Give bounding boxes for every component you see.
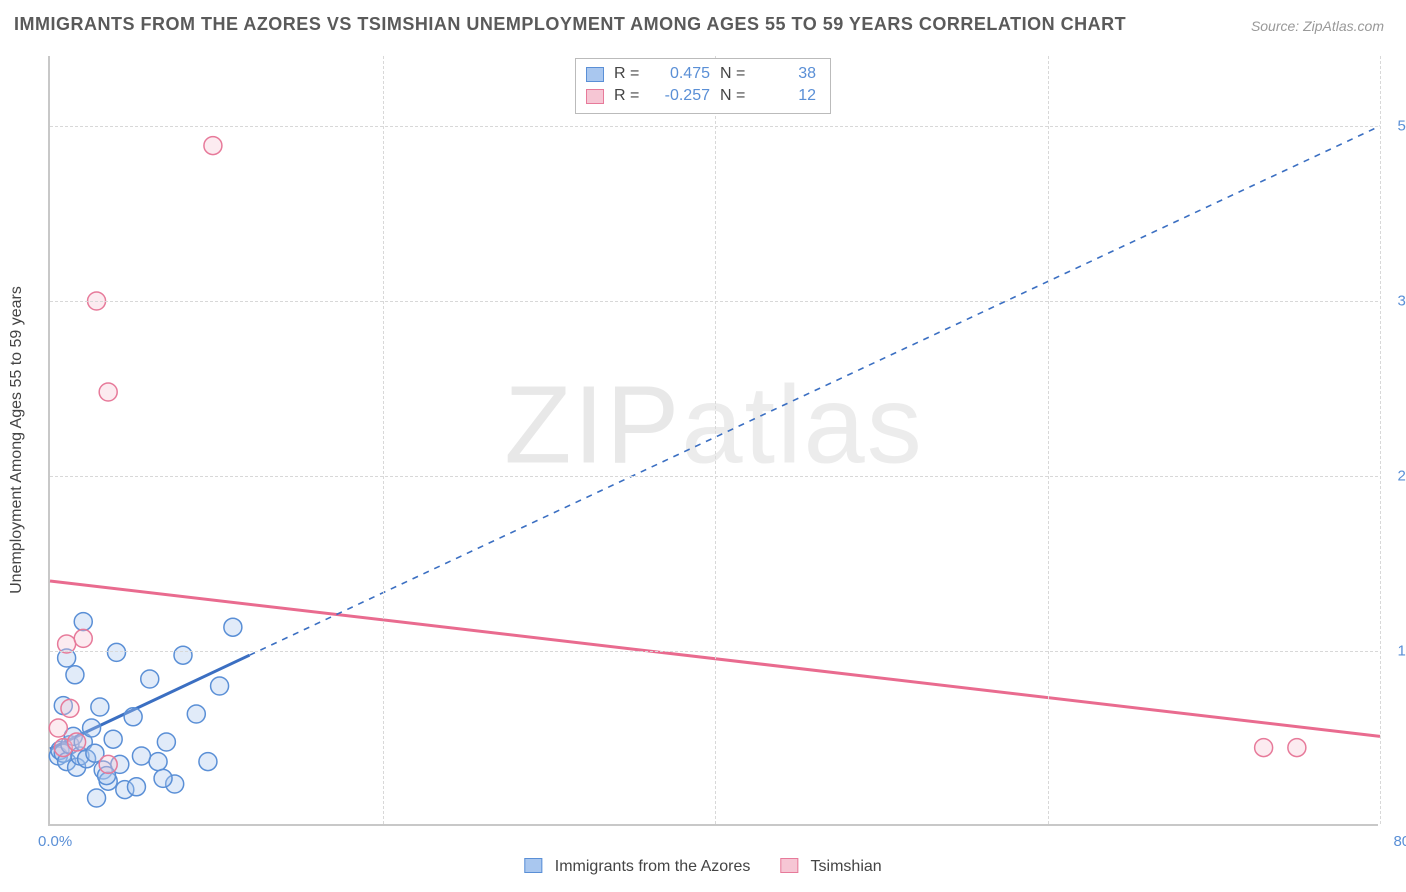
data-point	[49, 719, 67, 737]
data-point	[204, 137, 222, 155]
data-point	[211, 677, 229, 695]
legend-item-azores: Immigrants from the Azores	[524, 858, 750, 876]
r-label: R =	[614, 85, 644, 107]
y-axis-label: Unemployment Among Ages 55 to 59 years	[8, 286, 26, 594]
chart-title: IMMIGRANTS FROM THE AZORES VS TSIMSHIAN …	[14, 14, 1126, 35]
data-point	[108, 643, 126, 661]
legend-row-tsimshian: R = -0.257 N = 12	[586, 85, 816, 107]
data-point	[187, 705, 205, 723]
swatch-tsimshian	[780, 858, 798, 873]
data-point	[68, 733, 86, 751]
data-point	[99, 755, 117, 773]
data-point	[141, 670, 159, 688]
legend-label-tsimshian: Tsimshian	[811, 858, 882, 875]
data-point	[66, 666, 84, 684]
data-point	[154, 769, 172, 787]
y-tick-label: 50.0%	[1384, 118, 1406, 135]
data-point	[127, 778, 145, 796]
data-point	[1255, 739, 1273, 757]
data-point	[149, 753, 167, 771]
data-point	[99, 383, 117, 401]
data-point	[74, 613, 92, 631]
gridline-v	[1048, 56, 1049, 824]
swatch-tsimshian	[586, 89, 604, 104]
gridline-v	[1380, 56, 1381, 824]
data-point	[224, 618, 242, 636]
data-point	[199, 753, 217, 771]
swatch-azores	[524, 858, 542, 873]
chart-plot-area: ZIPatlas 0.0% 80.0% 12.5%25.0%37.5%50.0%	[48, 56, 1378, 826]
source-label: Source: ZipAtlas.com	[1251, 18, 1384, 34]
gridline-h	[50, 651, 1378, 652]
data-point	[157, 733, 175, 751]
data-point	[174, 646, 192, 664]
gridline-v	[715, 56, 716, 824]
gridline-h	[50, 301, 1378, 302]
gridline-v	[383, 56, 384, 824]
gridline-h	[50, 476, 1378, 477]
y-tick-label: 12.5%	[1384, 643, 1406, 660]
r-value-azores: 0.475	[654, 63, 710, 85]
gridline-h	[50, 126, 1378, 127]
data-point	[61, 699, 79, 717]
data-point	[74, 629, 92, 647]
correlation-legend: R = 0.475 N = 38 R = -0.257 N = 12	[575, 58, 831, 114]
x-tick-min: 0.0%	[38, 833, 72, 850]
legend-row-azores: R = 0.475 N = 38	[586, 63, 816, 85]
y-tick-label: 25.0%	[1384, 468, 1406, 485]
y-tick-label: 37.5%	[1384, 293, 1406, 310]
data-point	[88, 789, 106, 807]
x-tick-max: 80.0%	[1393, 833, 1406, 850]
data-point	[91, 698, 109, 716]
r-label: R =	[614, 63, 644, 85]
legend-item-tsimshian: Tsimshian	[780, 858, 881, 876]
n-label: N =	[720, 63, 750, 85]
n-value-tsimshian: 12	[760, 85, 816, 107]
data-point	[132, 747, 150, 765]
data-point	[104, 730, 122, 748]
n-value-azores: 38	[760, 63, 816, 85]
swatch-azores	[586, 67, 604, 82]
data-point	[83, 719, 101, 737]
data-point	[124, 708, 142, 726]
r-value-tsimshian: -0.257	[654, 85, 710, 107]
legend-label-azores: Immigrants from the Azores	[555, 858, 751, 875]
n-label: N =	[720, 85, 750, 107]
data-point	[1288, 739, 1306, 757]
series-legend: Immigrants from the Azores Tsimshian	[524, 858, 881, 876]
